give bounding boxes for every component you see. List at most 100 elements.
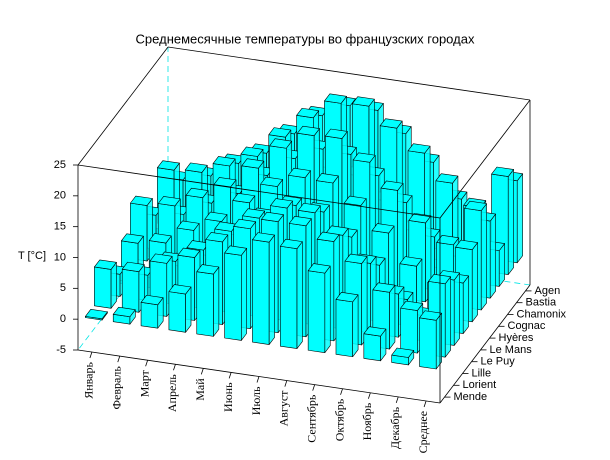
x-tick-label: Январь: [82, 362, 96, 399]
bar-top-face: [307, 263, 331, 274]
x-tick: [117, 355, 121, 363]
bar-side-face: [489, 213, 496, 299]
bar-top-face: [168, 284, 192, 295]
x-tick: [368, 392, 371, 399]
bar-top-face: [157, 196, 181, 207]
x-tick-label: Октябрь: [332, 398, 346, 441]
bar: [94, 259, 117, 309]
bar-top-face: [464, 200, 487, 212]
bar-top-face: [157, 160, 180, 171]
bar-top-face: [379, 118, 403, 129]
bar-side-face: [324, 265, 331, 353]
bar-top-face: [316, 231, 340, 242]
bar-top-face: [288, 215, 312, 227]
x-tick: [256, 376, 260, 383]
bar-side-face: [462, 275, 469, 334]
bar-top-face: [261, 211, 284, 223]
bar: [85, 309, 108, 321]
bar-top-face: [343, 195, 367, 206]
bar-side-face: [268, 234, 275, 345]
x-tick: [395, 396, 399, 404]
y-tick-label: Cognac: [508, 320, 546, 332]
bar-top-face: [371, 223, 395, 234]
bar-front-face: [400, 307, 418, 354]
bar-top-face: [204, 211, 228, 222]
bar-top-face: [351, 96, 375, 107]
bar-top-face: [407, 143, 431, 154]
bar-top-face: [435, 173, 459, 184]
x-tick-label: Ноябрь: [360, 402, 374, 440]
bar-top-face: [176, 220, 200, 231]
bar-top-face: [112, 306, 136, 318]
bar-top-face: [85, 309, 108, 320]
bar-side-face: [213, 266, 220, 337]
x-tick: [228, 372, 232, 379]
box-edge: [167, 46, 531, 101]
bar-top-face: [419, 310, 442, 321]
bar-side-face: [453, 272, 460, 346]
bar-side-face: [241, 247, 248, 341]
bar-front-face: [307, 270, 326, 353]
x-tick-label: Декабрь: [388, 406, 402, 449]
bar-side-face: [516, 173, 523, 264]
bar-top-face: [232, 193, 256, 204]
bar-front-face: [252, 239, 270, 345]
bar-top-face: [241, 158, 265, 169]
bar: [307, 263, 331, 353]
bar-top-face: [242, 208, 266, 219]
bar: [112, 306, 136, 325]
z-tick-label: 15: [54, 221, 66, 233]
x-tick-label: Май: [193, 378, 207, 401]
bar-top-face: [252, 232, 275, 243]
z-axis-label: T [°C]: [18, 250, 46, 262]
bar-side-face: [110, 262, 117, 309]
x-tick: [89, 351, 93, 359]
bar-top-face: [380, 180, 404, 191]
bar-top-face: [344, 253, 368, 264]
x-tick-label: Июль: [249, 386, 263, 415]
x-tick: [340, 388, 343, 395]
x-tick-label: Среднее: [416, 411, 430, 453]
x-tick-label: Сентябрь: [304, 394, 318, 443]
bar-top-face: [224, 245, 248, 256]
bar-top-face: [94, 259, 117, 270]
bar-front-face: [196, 271, 214, 337]
bar: [140, 294, 164, 329]
bar-top-face: [140, 294, 164, 306]
bar-front-face: [224, 252, 242, 341]
bar-top-face: [297, 202, 321, 214]
bar-top-face: [148, 233, 172, 244]
z-tick-label: 10: [54, 251, 66, 263]
bar-top-face: [270, 198, 293, 209]
bar-front-face: [121, 268, 140, 313]
bar-side-face: [444, 276, 451, 358]
z-tick-label: 5: [60, 282, 66, 294]
bar-top-face: [184, 162, 208, 173]
x-tick-label: Февраль: [110, 366, 124, 410]
bar-top-face: [363, 326, 387, 337]
bar-top-face: [455, 239, 478, 250]
bar-front-face: [335, 299, 353, 358]
bar-front-face: [279, 245, 298, 349]
bar-top-face: [212, 156, 236, 167]
x-tick: [200, 368, 204, 375]
bar-top-face: [268, 127, 292, 138]
bar-front-face: [363, 333, 381, 362]
y-tick-label: Chamonix: [517, 308, 567, 320]
y-tick-label: Hyères: [499, 332, 534, 344]
bar-side-face: [507, 169, 514, 275]
bar-side-face: [389, 284, 396, 350]
bar: [224, 245, 248, 341]
bar-top-face: [296, 107, 320, 119]
bar: [419, 310, 442, 370]
y-tick-label: Mende: [454, 391, 488, 403]
bar-side-face: [435, 312, 442, 370]
bar-top-face: [399, 256, 423, 267]
box-edge: [439, 99, 531, 219]
box-edge: [77, 46, 169, 166]
bar: [196, 264, 220, 337]
bar-top-face: [269, 138, 293, 149]
z-tick-label: -5: [56, 344, 66, 356]
